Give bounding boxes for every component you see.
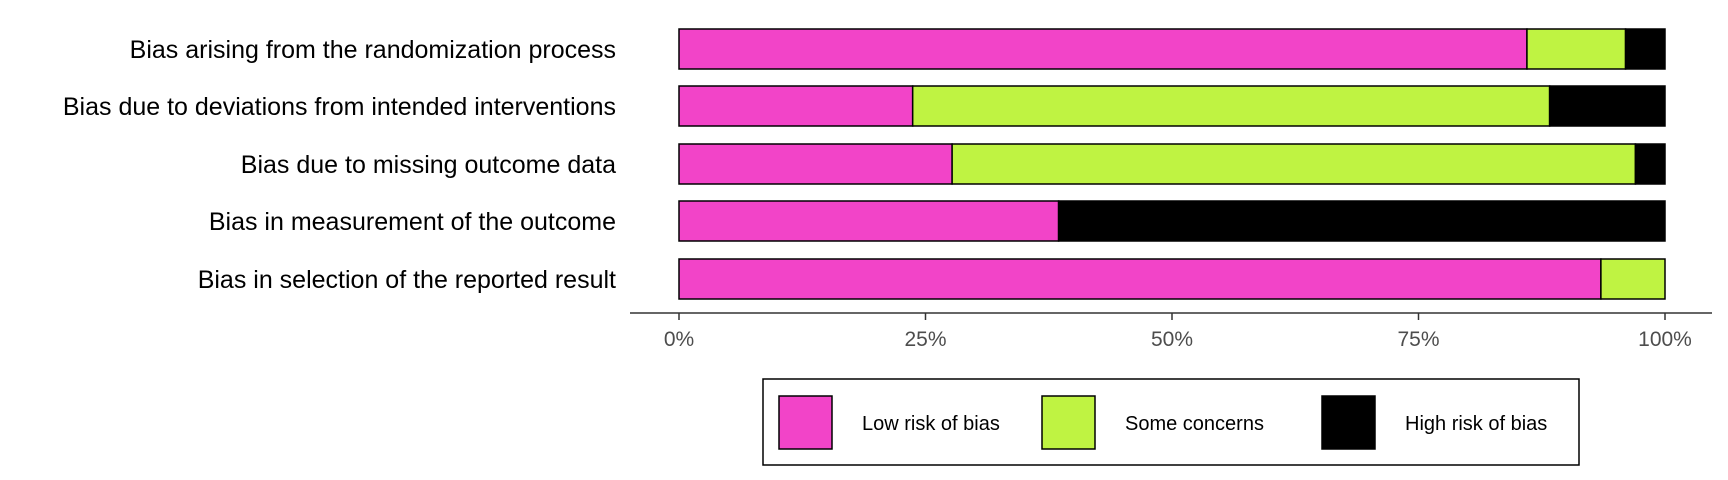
legend-swatch [778, 395, 833, 450]
category-label: Bias arising from the randomization proc… [130, 36, 616, 64]
category-label: Bias due to deviations from intended int… [63, 93, 616, 121]
bar-segment [678, 28, 1528, 70]
category-label: Bias in selection of the reported result [198, 266, 616, 294]
bar-segment [1057, 200, 1666, 242]
category-label: Bias due to missing outcome data [241, 151, 616, 179]
bar-segment [1526, 28, 1627, 70]
bar-segment [678, 85, 914, 127]
legend-box [762, 378, 1580, 466]
category-labels: Bias arising from the randomization proc… [63, 36, 616, 294]
legend: Low risk of bias Some concerns High risk o… [762, 378, 1580, 466]
category-label: Bias in measurement of the outcome [209, 208, 616, 236]
x-tick-label: 100% [1638, 328, 1692, 351]
legend-swatch [1041, 395, 1096, 450]
bar-segment [1600, 258, 1666, 300]
x-tick-label: 0% [664, 328, 694, 351]
bar-segment [911, 85, 1551, 127]
legend-swatch [1321, 395, 1376, 450]
x-tick-label: 50% [1151, 328, 1193, 351]
bar-segment [1624, 28, 1666, 70]
x-tick-label: 25% [904, 328, 946, 351]
bars [678, 28, 1666, 300]
legend-label: Some concerns [1125, 413, 1264, 435]
bar-segment [678, 143, 953, 185]
bar-segment [678, 258, 1602, 300]
legend-label: High risk of bias [1405, 413, 1547, 435]
bar-segment [1634, 143, 1666, 185]
bar-segment [678, 200, 1060, 242]
x-tick-marks: 0% 25% 50% 75% 100% [664, 313, 1692, 351]
bar-segment [951, 143, 1637, 185]
x-tick-label: 75% [1397, 328, 1439, 351]
bar-segment [1548, 85, 1666, 127]
legend-label: Low risk of bias [862, 413, 1000, 435]
